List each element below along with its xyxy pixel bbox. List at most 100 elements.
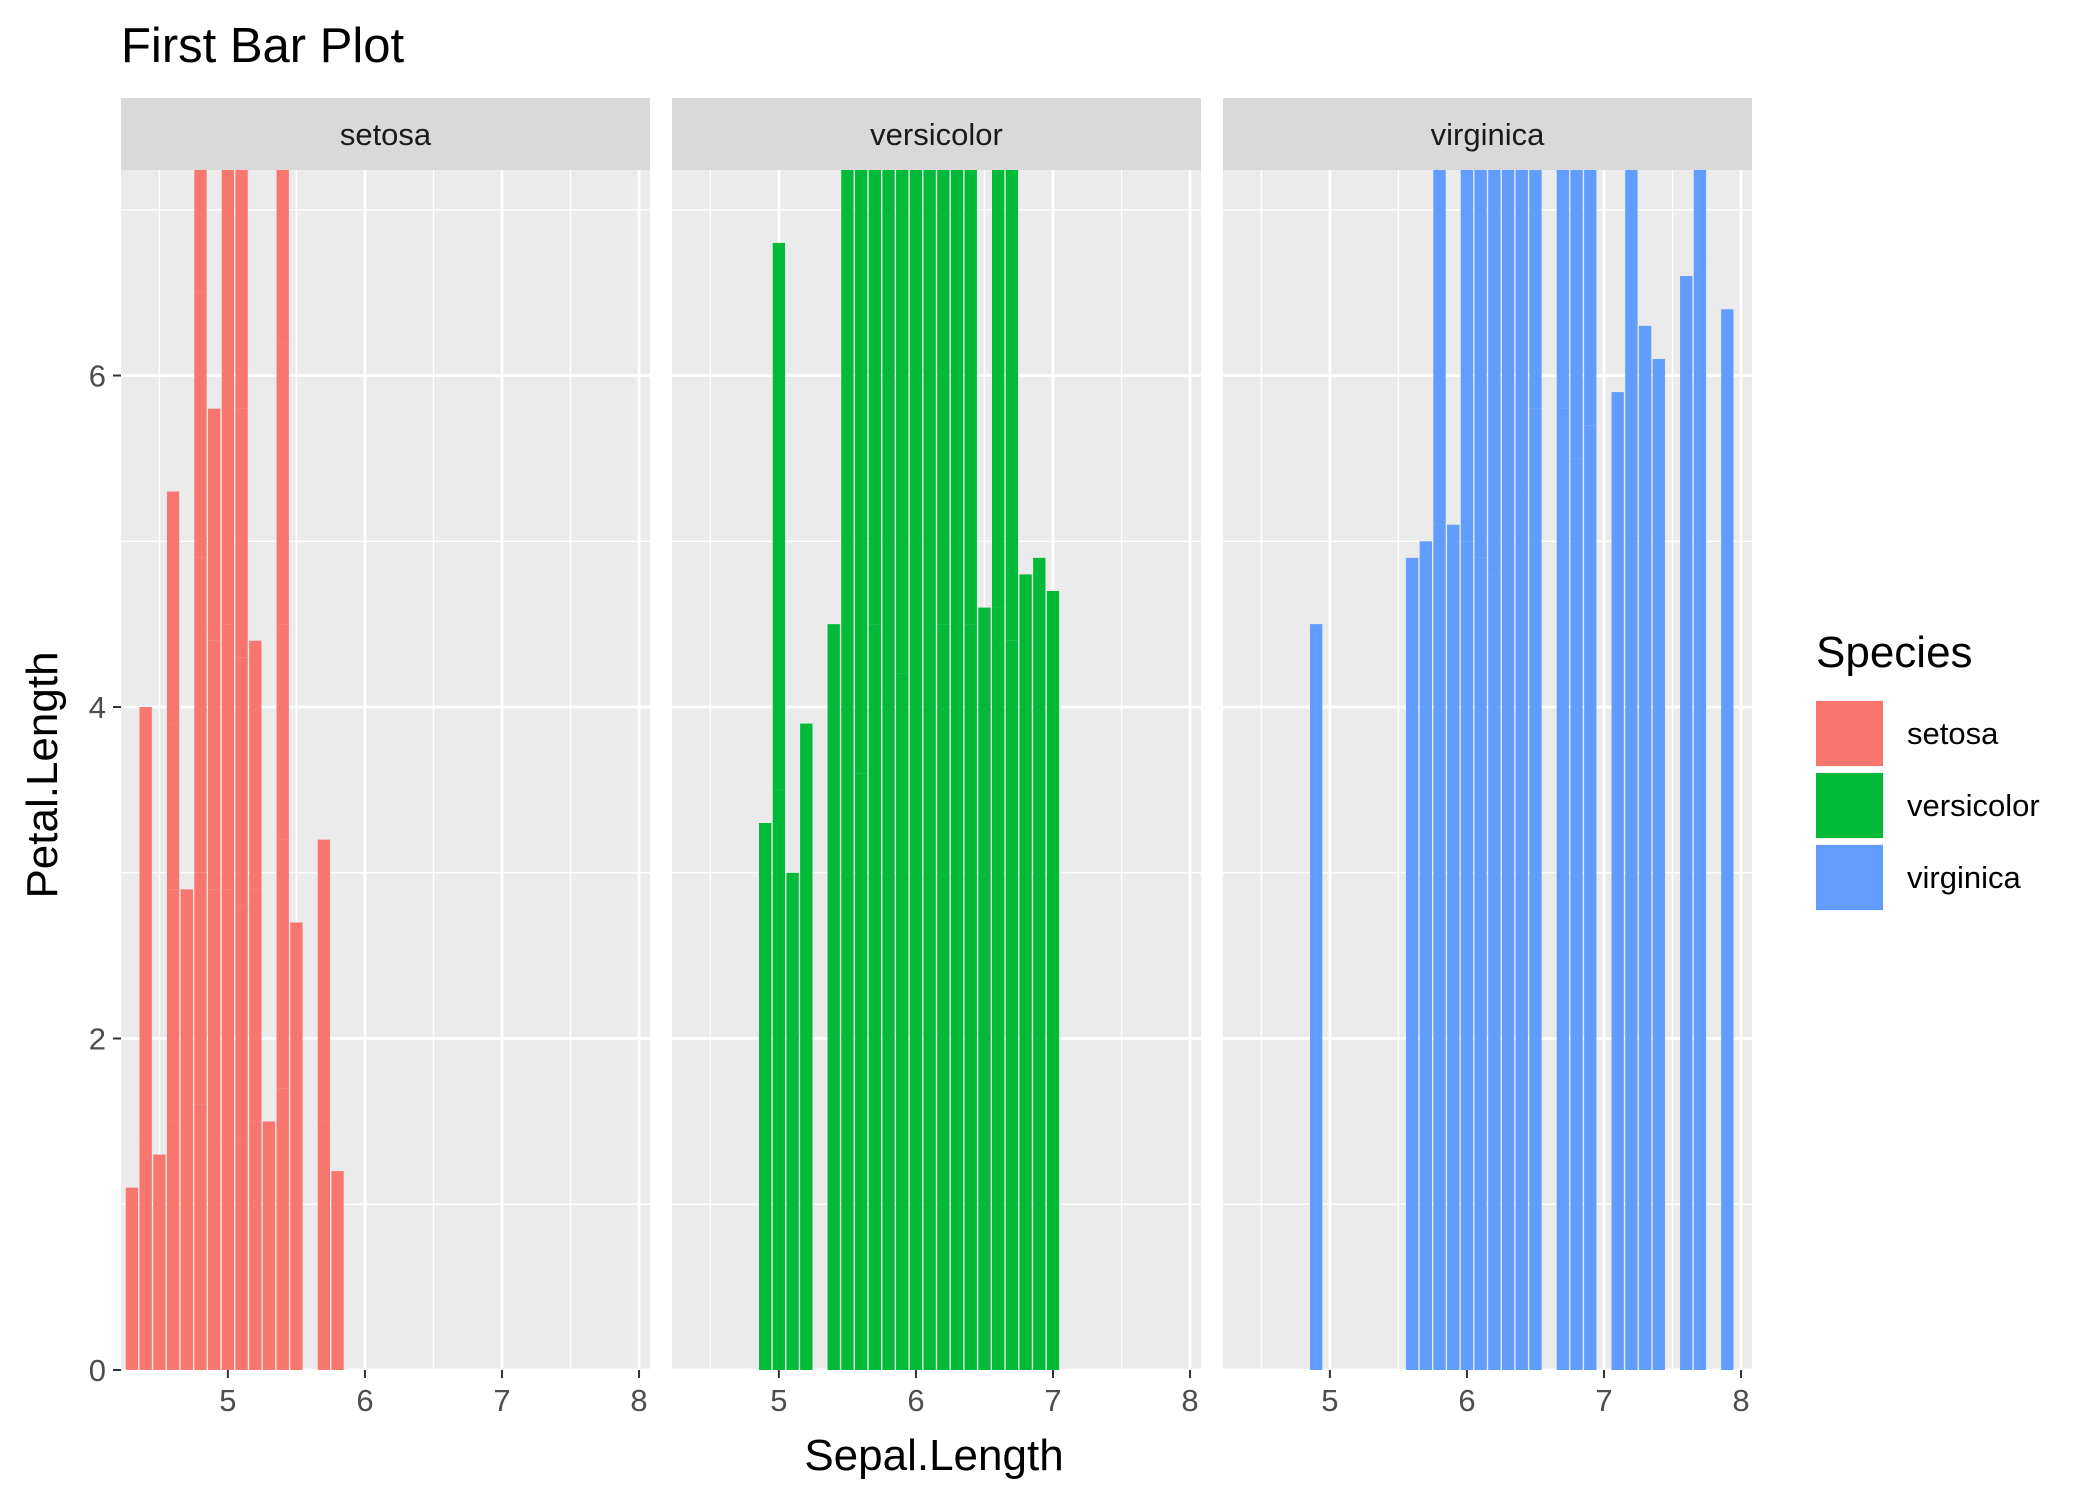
bar-setosa xyxy=(208,889,221,1138)
bar-setosa xyxy=(166,491,180,724)
bar-virginica xyxy=(1652,358,1665,1370)
bar-versicolor xyxy=(964,624,977,1370)
bar-versicolor xyxy=(1005,170,1019,641)
bar-versicolor xyxy=(772,789,786,1370)
legend-label-setosa: setosa xyxy=(1907,716,1999,751)
bar-virginica xyxy=(1447,524,1460,1370)
bar-setosa xyxy=(194,1104,207,1370)
bar-versicolor xyxy=(854,170,868,774)
facet-strip xyxy=(1223,98,1752,170)
bar-virginica xyxy=(1474,170,1487,558)
bar-setosa xyxy=(276,342,289,625)
bar-setosa xyxy=(139,707,152,923)
bar-versicolor xyxy=(937,624,950,1370)
bar-setosa xyxy=(221,170,235,359)
bar-setosa xyxy=(276,1088,289,1370)
bar-setosa xyxy=(221,358,235,625)
y-axis: 0 2 4 6 xyxy=(89,359,121,1388)
bar-virginica xyxy=(1721,309,1734,1370)
legend-label-virginica: virginica xyxy=(1907,860,2021,895)
bar-virginica xyxy=(1570,170,1583,459)
bar-virginica xyxy=(1556,170,1570,409)
bar-virginica xyxy=(1405,557,1419,1370)
legend-swatch-virginica xyxy=(1816,845,1883,910)
legend: Species setosa versicolor virginica xyxy=(1816,628,2040,911)
bar-virginica xyxy=(1433,170,1446,525)
bar-setosa xyxy=(331,1171,344,1370)
bar-setosa xyxy=(235,657,248,906)
bar-virginica xyxy=(1693,259,1707,1370)
bar-versicolor xyxy=(950,170,964,591)
bar-virginica xyxy=(1611,392,1624,1370)
bar-setosa xyxy=(194,292,207,558)
x-tick-label: 7 xyxy=(493,1383,510,1418)
chart-title: First Bar Plot xyxy=(121,19,405,73)
bar-versicolor xyxy=(1005,640,1019,1370)
bar-versicolor xyxy=(1033,557,1046,1370)
facet-panel-versicolor: versicolor 5 6 7 8 xyxy=(672,98,1201,1418)
bar-setosa xyxy=(221,624,235,890)
x-tick-label: 7 xyxy=(1044,1383,1061,1418)
bar-virginica xyxy=(1310,624,1323,1370)
bar-virginica xyxy=(1433,524,1446,1370)
x-tick-label: 6 xyxy=(1458,1383,1475,1418)
legend-title: Species xyxy=(1816,628,1973,677)
bar-setosa xyxy=(180,889,193,1155)
bar-virginica xyxy=(1584,170,1597,426)
bar-versicolor xyxy=(827,624,840,1370)
bar-virginica xyxy=(1501,375,1515,1370)
bar-versicolor xyxy=(1019,574,1032,1370)
x-tick-label: 5 xyxy=(219,1383,236,1418)
bar-setosa xyxy=(166,1121,180,1370)
bar-setosa xyxy=(249,640,262,890)
y-tick-label: 4 xyxy=(89,690,106,725)
bar-virginica xyxy=(1488,170,1501,575)
bar-setosa xyxy=(180,1154,193,1370)
bar-setosa xyxy=(235,170,248,409)
bar-setosa xyxy=(317,839,330,1122)
facet-strip xyxy=(121,98,650,170)
bar-versicolor xyxy=(841,707,854,1370)
bar-setosa xyxy=(194,170,207,293)
bar-versicolor xyxy=(923,170,936,591)
facet-strip-label: setosa xyxy=(340,117,432,152)
x-axis-title: Sepal.Length xyxy=(804,1431,1063,1480)
bar-virginica xyxy=(1625,358,1638,1370)
bar-versicolor xyxy=(923,590,936,1370)
bar-versicolor xyxy=(896,170,909,674)
y-tick-label: 0 xyxy=(89,1353,106,1388)
bar-virginica xyxy=(1556,408,1570,1370)
x-tick-label: 5 xyxy=(1321,1383,1338,1418)
bar-versicolor xyxy=(978,607,991,1370)
bar-virginica xyxy=(1584,425,1597,1370)
bar-setosa xyxy=(221,1137,235,1370)
bar-virginica xyxy=(1529,408,1542,1370)
facet-panel-virginica: virginica 5 6 7 8 xyxy=(1223,98,1752,1418)
bar-setosa xyxy=(139,922,152,1138)
bar-virginica xyxy=(1419,541,1432,1370)
y-tick-label: 2 xyxy=(89,1022,106,1057)
bar-versicolor xyxy=(909,170,923,708)
bar-setosa xyxy=(290,922,303,1138)
bar-versicolor xyxy=(868,624,881,1370)
x-tick-label: 5 xyxy=(770,1383,787,1418)
bar-versicolor xyxy=(841,170,854,708)
bar-setosa xyxy=(208,408,221,641)
bar-versicolor xyxy=(800,723,813,1370)
bar-versicolor xyxy=(759,823,772,1370)
legend-label-versicolor: versicolor xyxy=(1907,788,2040,823)
bar-setosa xyxy=(276,839,289,1089)
bar-virginica xyxy=(1501,170,1515,376)
x-tick-label: 8 xyxy=(1732,1383,1749,1418)
bar-virginica xyxy=(1488,574,1501,1370)
bar-setosa xyxy=(166,723,180,890)
bar-versicolor xyxy=(992,170,1005,608)
bar-virginica xyxy=(1625,170,1638,359)
bar-versicolor xyxy=(868,170,881,625)
bar-setosa xyxy=(249,1121,262,1370)
bar-versicolor xyxy=(786,872,799,1370)
bar-versicolor xyxy=(950,590,964,1370)
legend-swatch-versicolor xyxy=(1816,773,1883,838)
y-axis-title: Petal.Length xyxy=(18,651,67,898)
